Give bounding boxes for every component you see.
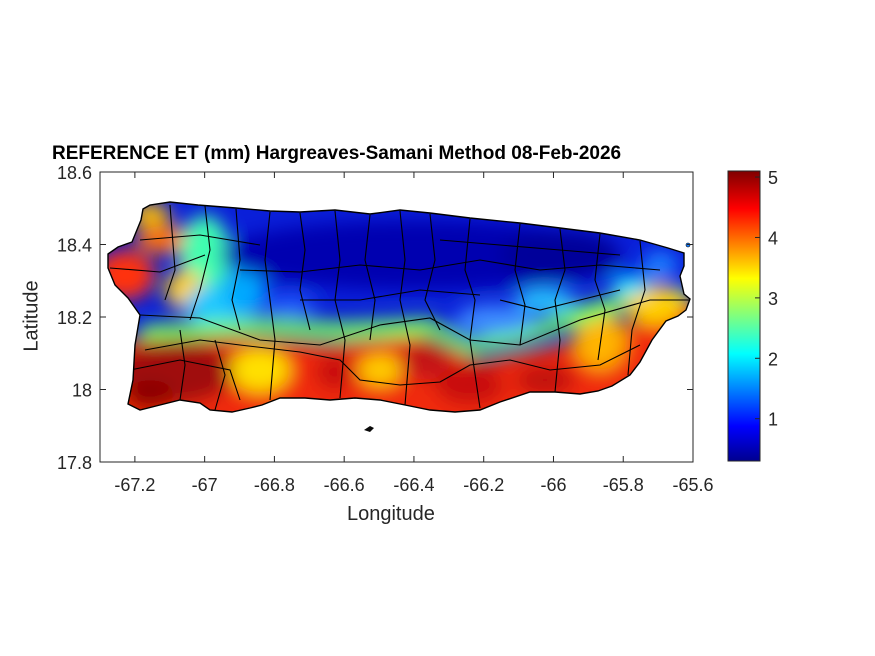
x-tick-label: -66.8 — [254, 475, 295, 495]
coastline — [107, 201, 691, 413]
x-tick-label: -66 — [540, 475, 566, 495]
y-tick-label: 18.6 — [57, 163, 92, 183]
x-tick-label: -67 — [192, 475, 218, 495]
colorbar-tick-label: 5 — [768, 168, 778, 188]
y-tick-label: 18 — [72, 381, 92, 401]
colorbar-tick-label: 2 — [768, 349, 778, 369]
small-island-caja-de-muertos — [364, 426, 374, 432]
x-tick-label: -65.8 — [603, 475, 644, 495]
colorbar-tick-label: 4 — [768, 228, 778, 248]
x-tick-label: -66.4 — [393, 475, 434, 495]
colorbar-tick-label: 3 — [768, 289, 778, 309]
x-tick-label: -67.2 — [114, 475, 155, 495]
x-axis: -67.2 -67 -66.8 -66.6 -66.4 -66.2 -66 -65.8 -65.… — [114, 172, 714, 495]
y-tick-label: 18.2 — [57, 308, 92, 328]
y-tick-label: 17.8 — [57, 453, 92, 473]
x-tick-label: -66.6 — [324, 475, 365, 495]
x-tick-label: -65.6 — [672, 475, 713, 495]
colorbar-axis: 1 2 3 4 5 — [755, 168, 778, 430]
y-axis-label: Latitude — [20, 280, 43, 352]
y-axis: 17.8 18 18.2 18.4 18.6 — [57, 163, 693, 473]
y-tick-label: 18.4 — [57, 236, 92, 256]
colorbar-tick-label: 1 — [768, 410, 778, 430]
chart-title: REFERENCE ET (mm) Hargreaves-Samani Meth… — [52, 143, 622, 164]
x-tick-label: -66.2 — [463, 475, 504, 495]
municipality-borders — [109, 204, 690, 411]
colorbar — [727, 170, 761, 462]
x-axis-label: Longitude — [347, 503, 435, 525]
